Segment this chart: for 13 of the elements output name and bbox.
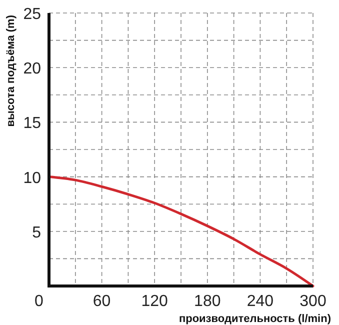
y-tick-label: 15: [23, 115, 42, 132]
x-tick-label: 120: [141, 293, 168, 310]
x-tick-label: 180: [194, 293, 221, 310]
y-tick-label: 20: [23, 60, 42, 78]
x-tick-label: 300: [300, 293, 326, 310]
x-tick-label: 0: [34, 293, 44, 310]
y-tick-label: 5: [32, 224, 42, 242]
y-tick-label: 25: [23, 6, 42, 23]
x-tick-label: 240: [246, 293, 274, 310]
y-axis-title: высота подъёма (m): [5, 14, 17, 127]
y-tick-label: 10: [23, 170, 42, 187]
x-tick-label: 60: [92, 293, 111, 310]
x-axis-title: производительность (l/min): [178, 313, 332, 325]
